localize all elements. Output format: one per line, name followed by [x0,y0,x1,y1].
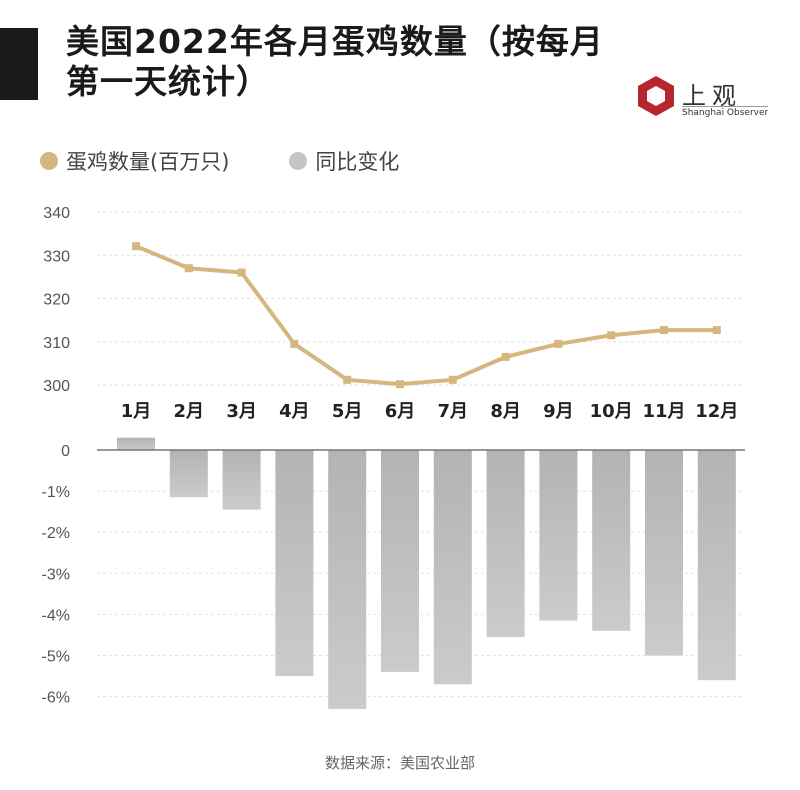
y-tick-label: -4% [42,607,70,624]
x-tick-label: 3月 [226,401,257,422]
x-tick-label: 7月 [438,401,469,422]
x-tick-label: 11月 [642,401,685,422]
legend-label: 同比变化 [315,150,400,174]
x-tick-label: 1月 [121,401,152,422]
y-tick-label: 300 [43,378,70,395]
y-tick-label: -1% [42,484,70,501]
yoy-bar [592,450,631,631]
legend-item-hens: 蛋鸡数量(百万只) [40,146,229,176]
hens-point [660,326,668,335]
yoy-bar [169,450,208,498]
y-tick-label: 340 [43,205,70,222]
yoy-bar [275,450,314,677]
hens-point [501,352,510,361]
hens-point [607,331,616,340]
y-tick-label: -5% [42,649,70,666]
y-tick-label: 310 [43,335,70,352]
y-tick-label: -3% [42,566,70,583]
hens-point [343,375,352,384]
title-accent-bar [0,28,38,100]
hens-point [554,339,563,348]
yoy-bar [697,450,736,681]
y-tick-label: 0 [61,443,70,460]
x-tick-label: 2月 [174,401,205,422]
yoy-bar [539,450,578,621]
legend-item-yoy: 同比变化 [289,146,399,176]
hens-point [290,339,299,348]
hens-point [237,268,246,277]
x-tick-label: 12月 [695,401,738,422]
source-note: 数据来源：美国农业部 [324,754,475,772]
legend: 蛋鸡数量(百万只) 同比变化 [40,146,399,176]
y-tick-label: 330 [43,248,70,265]
x-tick-label: 4月 [279,401,310,422]
yoy-bar [328,450,367,709]
yoy-bar [222,450,261,510]
yoy-bar [433,450,472,685]
chart-title: 美国2022年各月蛋鸡数量（按每月第一天统计） [66,22,604,101]
yoy-bar [381,450,419,672]
yoy-bar [117,437,155,450]
x-tick-label: 8月 [490,401,521,422]
logo-hexagon-icon [638,76,674,116]
y-tick-label: -2% [42,525,70,542]
x-tick-label: 10月 [590,401,633,422]
logo-cn-text: 上观 [682,82,742,110]
hens-point [184,264,193,273]
hens-line [135,244,717,387]
x-tick-label: 5月 [332,401,363,422]
y-tick-label: 320 [43,292,70,309]
legend-dot-gold [40,152,58,170]
hens-point [448,375,457,384]
hens-point [712,326,721,335]
legend-label: 蛋鸡数量(百万只) [66,150,230,174]
legend-dot-gray [289,152,308,170]
hens-point [396,380,404,389]
yoy-bar [486,450,525,638]
hens-point [132,242,140,251]
x-tick-label: 6月 [385,401,416,422]
yoy-bar [645,450,683,656]
shanghai-observer-logo: 上观 Shanghai Observer [634,74,784,120]
y-tick-label: -6% [42,690,70,707]
x-tick-label: 9月 [543,401,574,422]
logo-en-text: Shanghai Observer [682,106,769,118]
